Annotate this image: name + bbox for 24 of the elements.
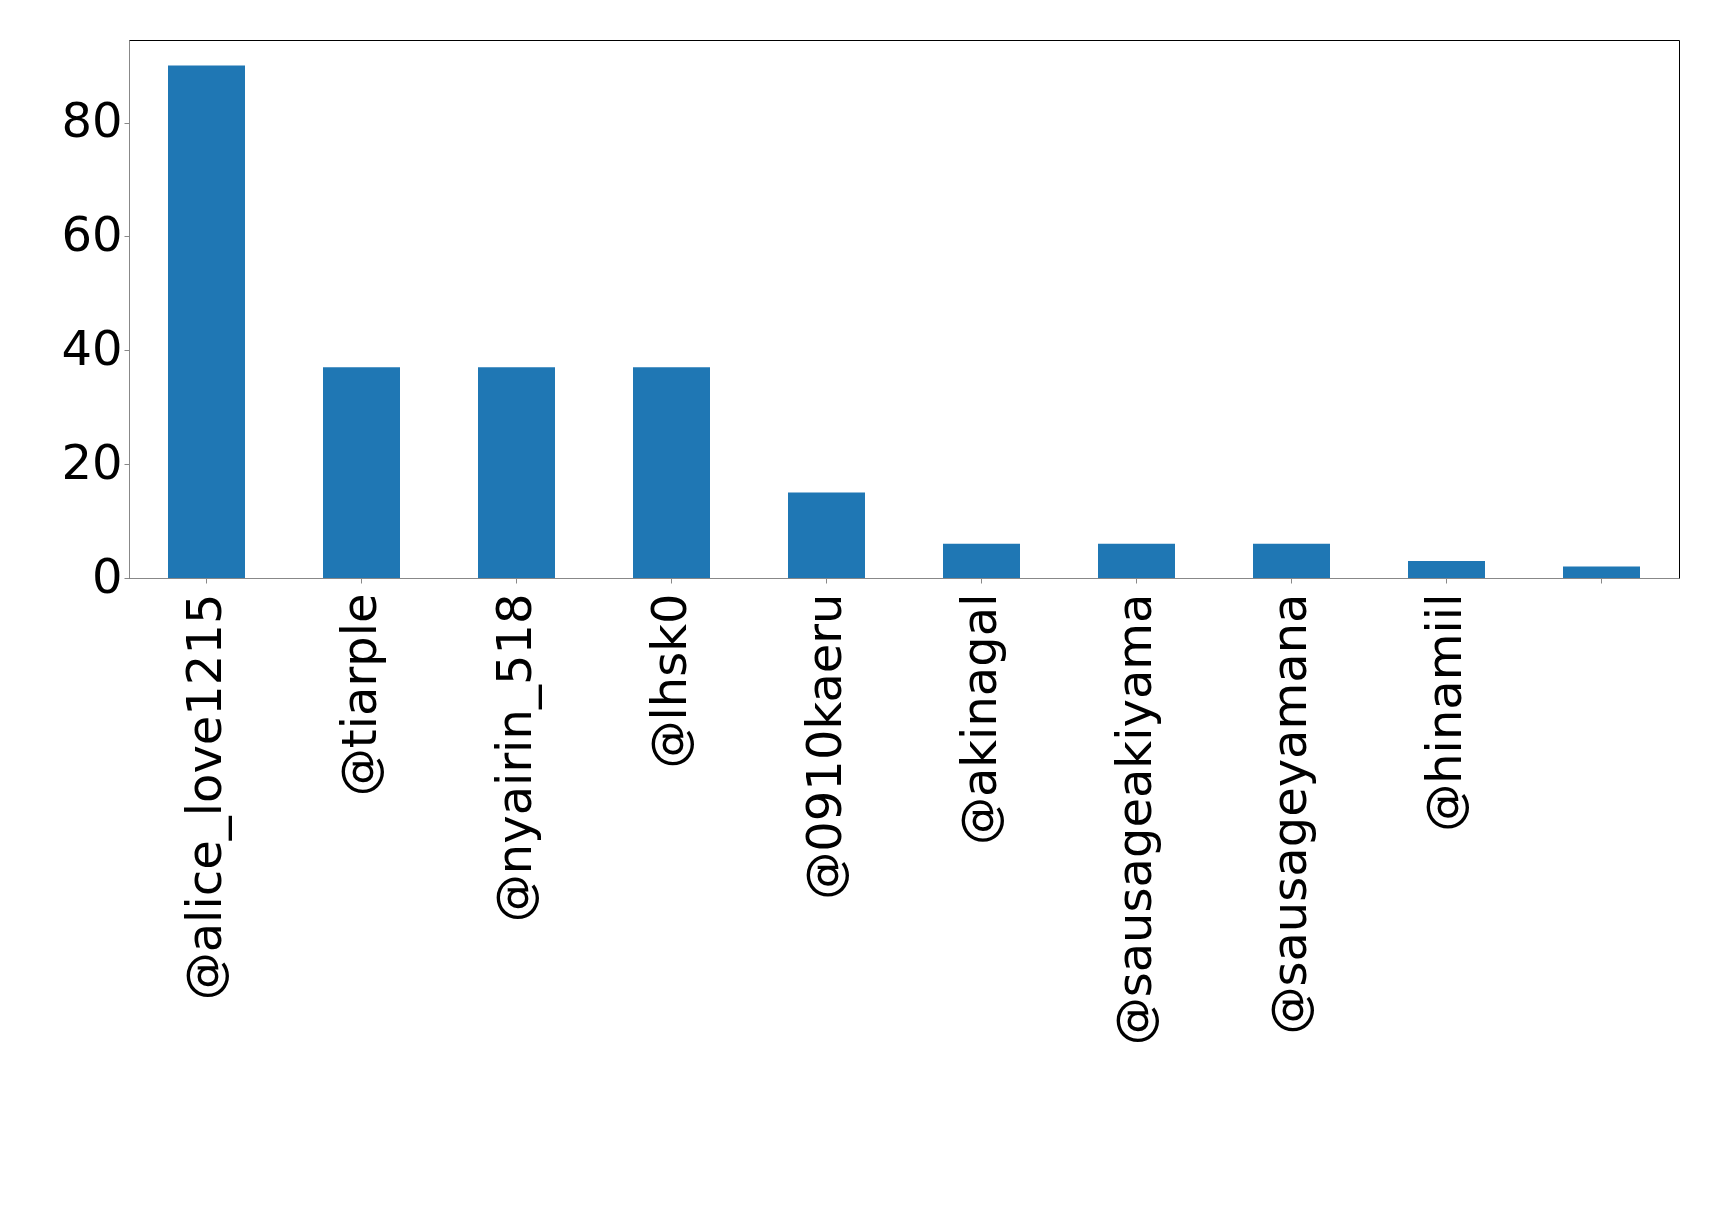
x-tick-label: @alice_love1215 bbox=[175, 593, 232, 1001]
bar bbox=[1253, 543, 1330, 578]
y-tick-label: 0 bbox=[91, 547, 123, 604]
x-tick-label: @hinamiil bbox=[1415, 593, 1472, 832]
x-tick-label: @0910kaeru bbox=[795, 593, 852, 900]
bar bbox=[633, 367, 710, 578]
y-tick-label: 80 bbox=[61, 92, 123, 149]
x-tick-label: @tiarple bbox=[330, 593, 387, 797]
bar bbox=[1563, 566, 1640, 578]
bar bbox=[1098, 543, 1175, 578]
x-tick-label: @sausageyamana bbox=[1260, 593, 1317, 1035]
bar bbox=[168, 65, 245, 578]
bar bbox=[1408, 560, 1485, 578]
y-tick-label: 40 bbox=[61, 319, 123, 376]
bar bbox=[788, 492, 865, 578]
bar bbox=[943, 543, 1020, 578]
bar bbox=[323, 367, 400, 578]
x-tick-label: @lhsk0 bbox=[640, 593, 697, 769]
x-tick-label: @akinagal bbox=[950, 593, 1007, 846]
bar bbox=[478, 367, 555, 578]
y-tick-label: 60 bbox=[61, 205, 123, 262]
x-tick-label: @sausageakiyama bbox=[1105, 593, 1162, 1046]
x-tick-label: @nyairin_518 bbox=[485, 593, 542, 923]
y-tick-label: 20 bbox=[61, 433, 123, 490]
